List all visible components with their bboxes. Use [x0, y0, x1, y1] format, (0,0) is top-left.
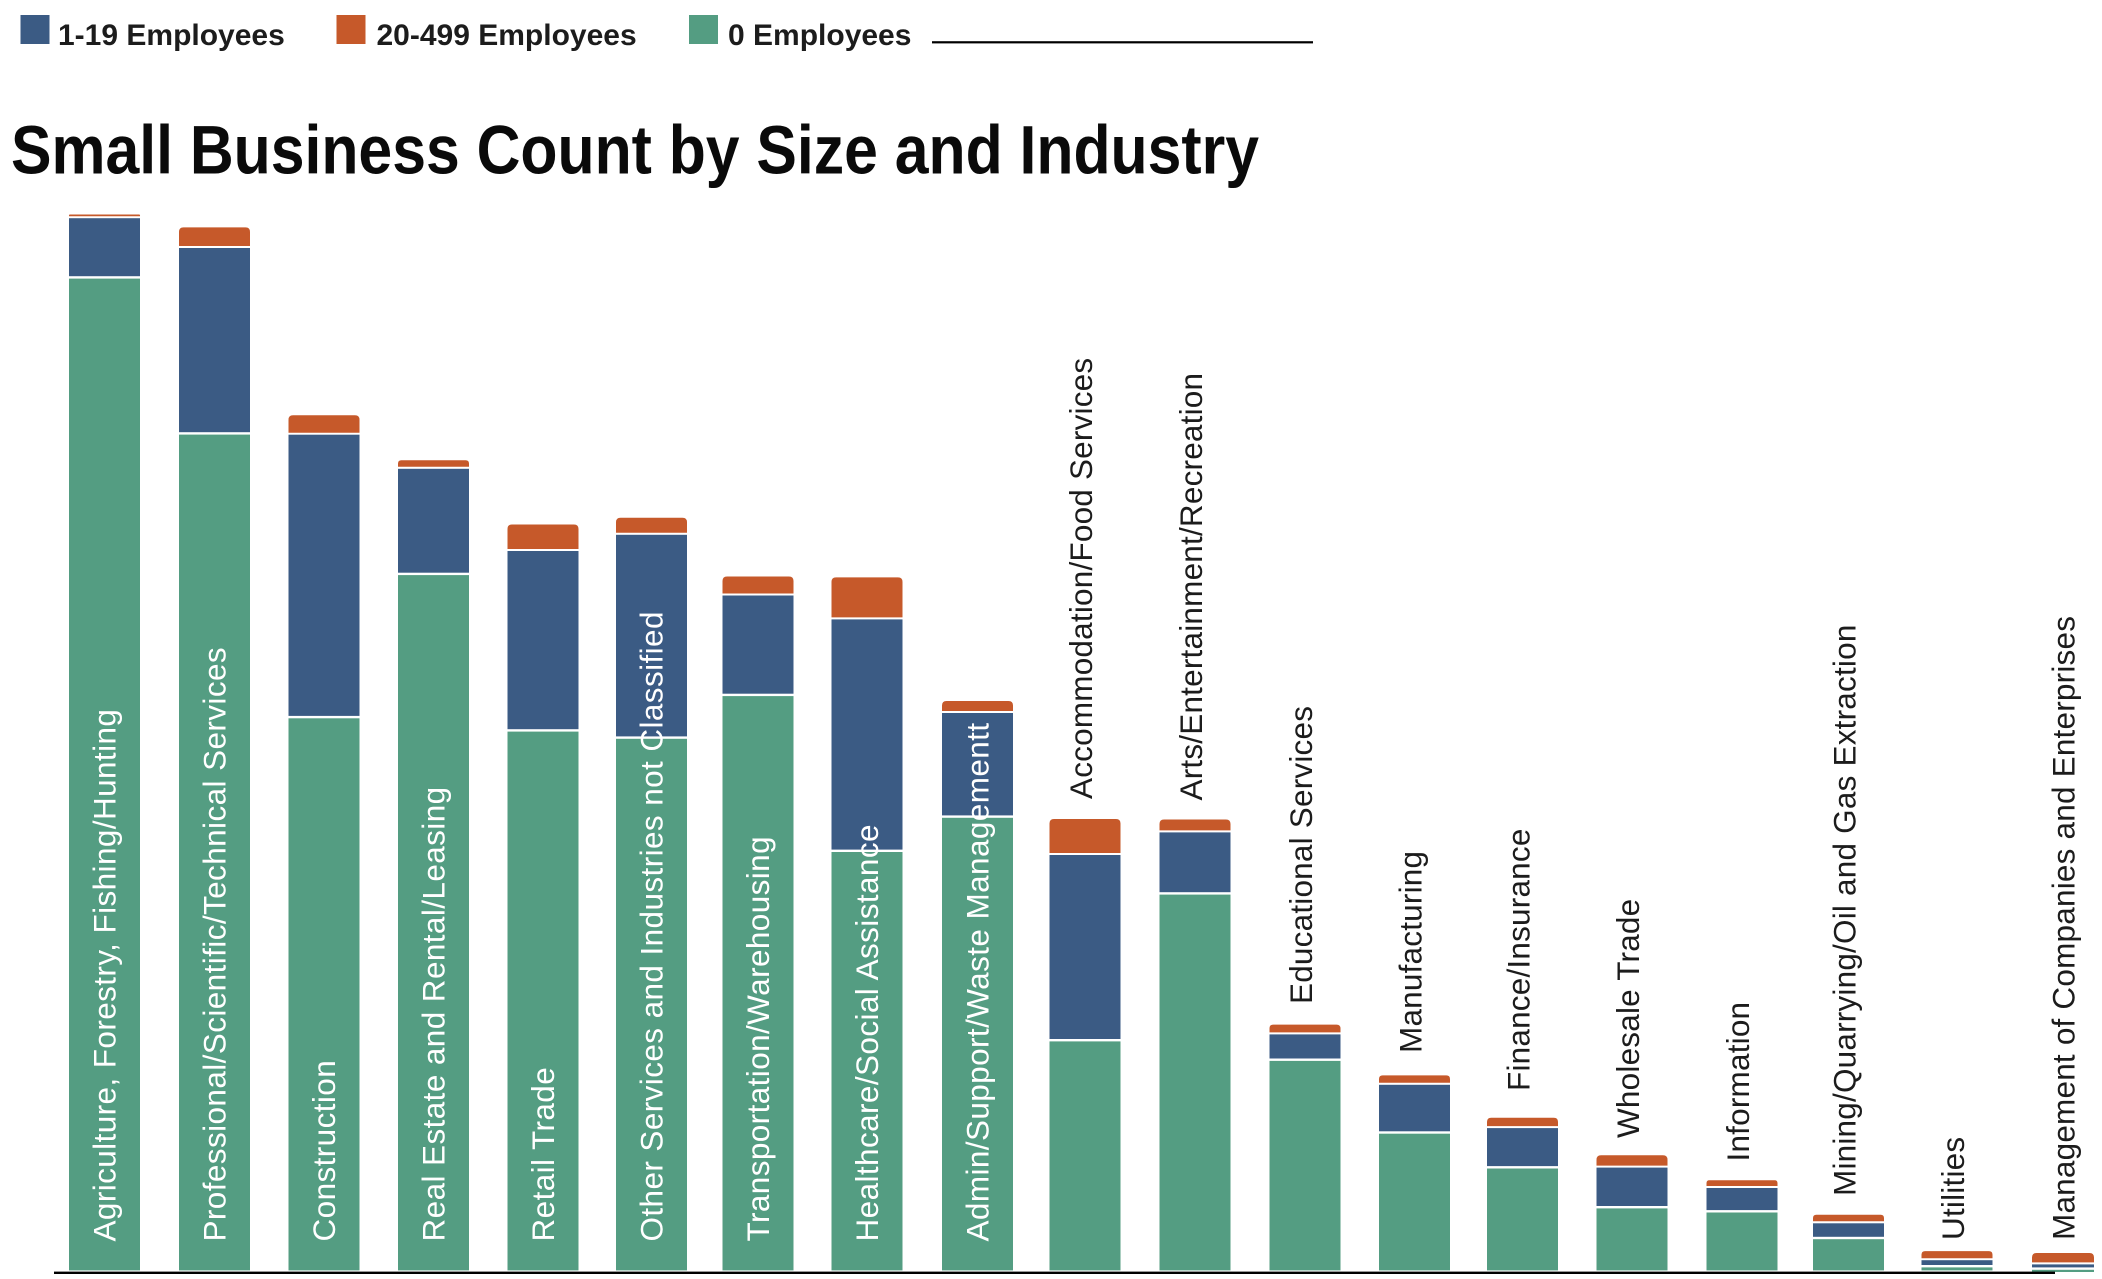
svg-text:Management of Companies and En: Management of Companies and Enterprises: [2046, 616, 2082, 1240]
svg-text:0 Employees: 0 Employees: [728, 19, 911, 52]
svg-text:Accommodation/Food Services: Accommodation/Food Services: [1063, 358, 1099, 799]
svg-text:Small Business Count by Size a: Small Business Count by Size and Industr…: [11, 112, 1259, 189]
svg-text:Professional/Scientific/Techni: Professional/Scientific/Technical Servic…: [197, 647, 233, 1242]
svg-text:Utilities: Utilities: [1935, 1137, 1971, 1240]
svg-text:Retail Trade: Retail Trade: [525, 1067, 561, 1242]
svg-text:Healthcare/Social Assistance: Healthcare/Social Assistance: [849, 824, 885, 1241]
svg-text:Mining/Quarrying/Oil and Gas E: Mining/Quarrying/Oil and Gas Extraction: [1827, 624, 1863, 1196]
svg-text:Arts/Entertainment/Recreation: Arts/Entertainment/Recreation: [1173, 373, 1209, 801]
svg-text:Manufacturing: Manufacturing: [1393, 851, 1429, 1053]
svg-text:Educational Services: Educational Services: [1283, 706, 1319, 1004]
svg-text:Other Services and Industries: Other Services and Industries not Classi…: [634, 611, 670, 1241]
svg-text:Finance/Insurance: Finance/Insurance: [1501, 828, 1537, 1091]
svg-text:Admin/Support/Waste Management: Admin/Support/Waste Managementt: [960, 723, 996, 1242]
svg-text:Agriculture, Forestry, Fishing: Agriculture, Forestry, Fishing/Hunting: [87, 709, 123, 1242]
svg-text:Information: Information: [1720, 1002, 1756, 1162]
svg-text:Construction: Construction: [306, 1060, 342, 1242]
svg-text:20-499 Employees: 20-499 Employees: [377, 19, 637, 52]
svg-text:Transportation/Warehousing: Transportation/Warehousing: [740, 836, 776, 1242]
svg-text:1-19 Employees: 1-19 Employees: [58, 19, 285, 52]
svg-text:Real Estate and Rental/Leasing: Real Estate and Rental/Leasing: [416, 786, 452, 1241]
svg-text:Wholesale Trade: Wholesale Trade: [1610, 899, 1646, 1138]
